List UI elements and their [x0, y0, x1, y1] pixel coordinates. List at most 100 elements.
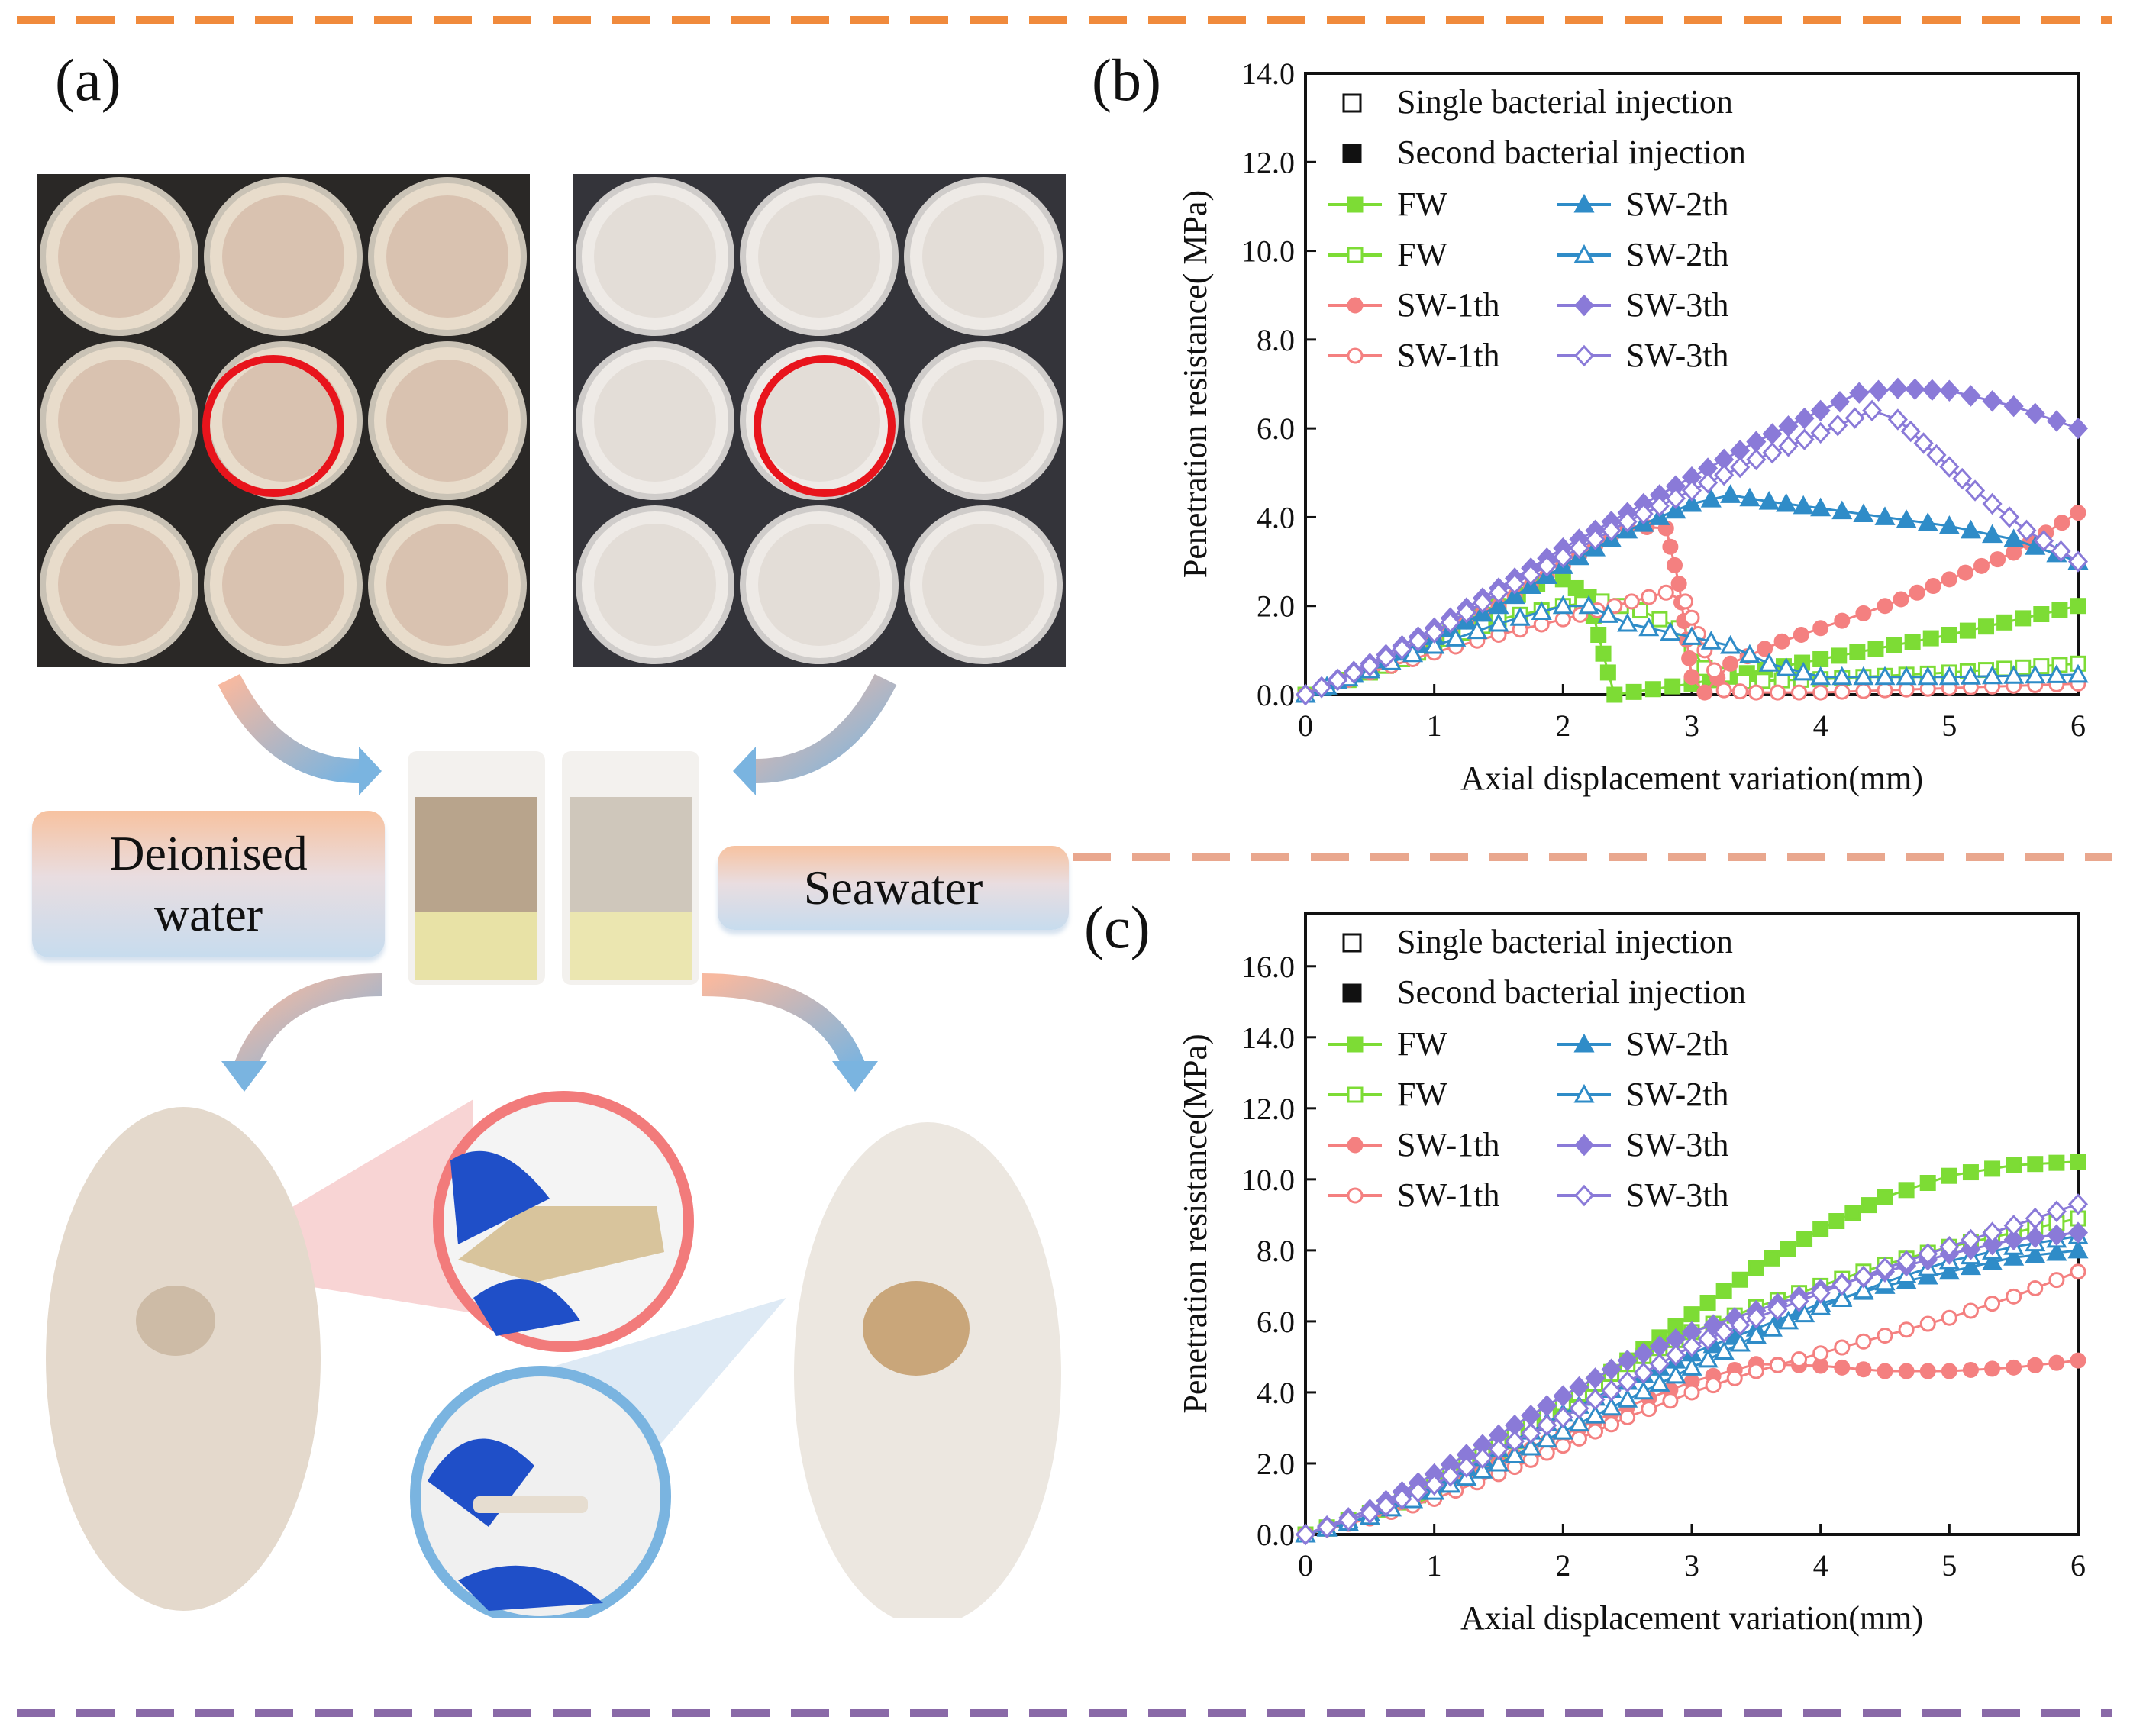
- legend-second-label: Second bacterial injection: [1397, 973, 1746, 1011]
- data-point: [1939, 379, 1960, 402]
- data-point: [1831, 500, 1853, 520]
- data-point: [1898, 1182, 1915, 1199]
- data-point: [1834, 612, 1851, 629]
- data-point: [1959, 622, 1976, 639]
- legend: Single bacterial injection Second bacteri…: [1328, 83, 1746, 374]
- data-point: [1793, 495, 1814, 515]
- legend-entry-label: SW-1th: [1397, 337, 1499, 374]
- panel-a-label: (a): [55, 47, 121, 113]
- data-point: [1360, 654, 1380, 677]
- data-point: [1918, 1243, 1938, 1265]
- data-point: [2006, 1359, 2022, 1376]
- x-tick-label: 1: [1427, 708, 1442, 743]
- data-point: [1578, 595, 1599, 615]
- legend-entry-label: SW-1th: [1397, 1126, 1499, 1163]
- data-point: [1720, 634, 1741, 654]
- data-point: [1844, 1205, 1861, 1221]
- data-point: [1662, 1392, 1679, 1409]
- data-point: [1739, 644, 1760, 663]
- data-point: [1697, 1348, 1719, 1368]
- data-point: [1745, 1325, 1767, 1344]
- data-point: [1633, 502, 1654, 525]
- data-point: [2046, 664, 2067, 683]
- data-point: [1941, 571, 1957, 588]
- data-point: [1849, 382, 1870, 404]
- data-point: [1938, 515, 1960, 534]
- data-point: [1696, 684, 1713, 701]
- data-point: [1939, 456, 1960, 478]
- data-point: [1834, 1359, 1851, 1376]
- data-point: [1776, 492, 1797, 512]
- data-point: [1767, 1299, 1788, 1321]
- banner-deionised-line1: Deionised: [109, 826, 308, 880]
- data-point: [1962, 1361, 1979, 1378]
- data-point: [1599, 664, 1616, 681]
- data-point: [1553, 546, 1573, 568]
- data-point: [1746, 448, 1767, 471]
- data-point: [1360, 1502, 1380, 1525]
- data-point: [2067, 1193, 2089, 1215]
- data-point: [1660, 621, 1681, 641]
- data-point: [1877, 1189, 1893, 1205]
- data-point: [1638, 617, 1660, 637]
- data-point: [1402, 643, 1424, 663]
- data-point: [1569, 1376, 1589, 1399]
- data-point: [1683, 1306, 1700, 1323]
- data-point: [1553, 1385, 1573, 1407]
- data-point: [1780, 1241, 1796, 1257]
- legend-single-label: Single bacterial injection: [1397, 923, 1733, 960]
- arrow-left-down: [218, 673, 360, 783]
- data-point: [2067, 663, 2089, 683]
- data-point: [1982, 524, 2003, 544]
- data-point: [1868, 379, 1889, 402]
- data-point: [1898, 1321, 1915, 1338]
- data-point: [1874, 506, 1896, 525]
- y-tick-label: 6.0: [1257, 1305, 1295, 1339]
- sand-cemented-patch: [863, 1281, 970, 1376]
- arrow-to-left-result: [233, 973, 382, 1073]
- data-point: [1597, 604, 1618, 623]
- data-point: [1748, 1260, 1764, 1276]
- data-point: [1601, 1396, 1622, 1416]
- data-point: [1440, 1465, 1460, 1487]
- data-point: [2048, 1354, 2065, 1371]
- data-point: [1641, 589, 1657, 605]
- data-point: [1677, 593, 1694, 610]
- data-point: [2025, 402, 2045, 424]
- banner-seawater-text: Seawater: [803, 860, 983, 915]
- data-point: [1778, 435, 1799, 457]
- data-point: [1601, 519, 1622, 542]
- data-point: [1504, 1444, 1525, 1464]
- data-point: [2025, 1207, 2045, 1230]
- legend-marker: [1573, 1134, 1595, 1157]
- legend-single-marker: [1342, 93, 1362, 113]
- data-point: [1699, 1294, 1716, 1311]
- data-point: [2003, 1228, 2024, 1251]
- data-point: [1445, 628, 1467, 647]
- panel-b-label: (b): [1092, 47, 1161, 113]
- data-point: [1504, 585, 1525, 605]
- data-point: [2046, 410, 2067, 432]
- y-axis-label: Penetration resistance(MPa): [1176, 1034, 1214, 1413]
- data-point: [1619, 1409, 1636, 1426]
- data-point: [1392, 1488, 1412, 1510]
- data-point: [1590, 627, 1607, 644]
- photo-zoom-seawater: [410, 1366, 671, 1618]
- data-point: [1700, 631, 1722, 650]
- data-point: [1730, 1314, 1751, 1336]
- data-point: [1757, 641, 1773, 657]
- y-tick-label: 12.0: [1241, 1092, 1295, 1126]
- data-point: [1778, 415, 1799, 437]
- data-point: [1722, 655, 1739, 672]
- data-point: [2006, 1288, 2022, 1305]
- chart-b: 0 1 2 3 4 5 6 0.0 2.0 4.0 6.0 8.0 10.0 12.0 14.0 Axial …: [1176, 56, 2089, 797]
- data-point: [1521, 1422, 1541, 1444]
- data-point: [2033, 530, 2054, 552]
- data-point: [1896, 1250, 1917, 1273]
- data-point: [1874, 1257, 1896, 1279]
- photo-deionised-samples: [37, 174, 530, 667]
- data-point: [1729, 1332, 1751, 1352]
- data-point: [1867, 641, 1884, 657]
- panel-c-label: (c): [1084, 894, 1151, 960]
